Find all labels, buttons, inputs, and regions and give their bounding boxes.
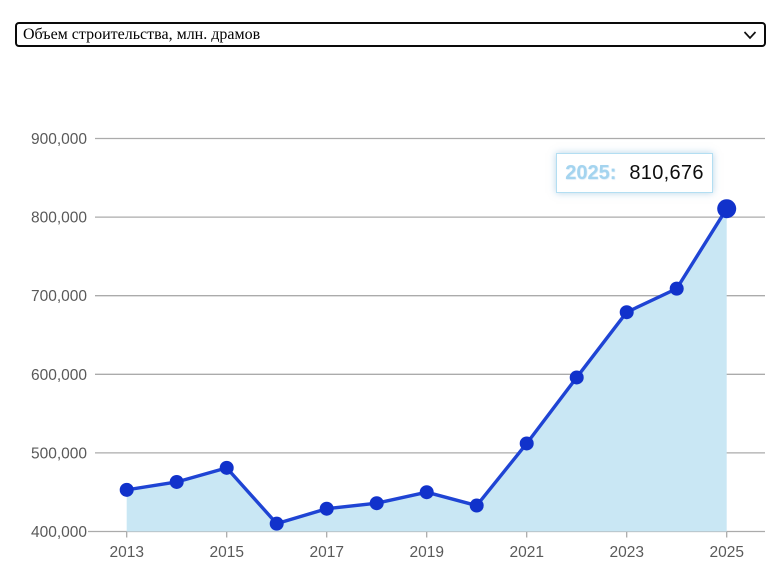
x-axis-tick-label: 2021 [509,544,543,561]
tooltip-value: 810,676 [629,161,704,184]
metric-select[interactable]: Объем строительства, млн. драмов [15,22,766,47]
x-axis-tick-label: 2023 [609,544,643,561]
x-axis-tick-label: 2013 [109,544,143,561]
data-point[interactable] [169,474,184,489]
y-axis-tick-label: 800,000 [31,210,87,227]
data-point-highlighted[interactable] [717,199,737,219]
data-point[interactable] [469,498,484,513]
data-point[interactable] [119,482,134,497]
tooltip-year-label: 2025: [565,161,617,184]
y-axis-tick-label: 500,000 [31,445,87,462]
data-point[interactable] [619,305,634,320]
data-point[interactable] [669,281,684,296]
x-axis-tick-label: 2025 [709,544,743,561]
area-fill [126,208,727,532]
data-point[interactable] [519,436,534,451]
data-point[interactable] [569,370,584,385]
data-point[interactable] [419,485,434,500]
y-axis-tick-label: 700,000 [31,288,87,305]
x-axis-tick-label: 2015 [209,544,243,561]
y-axis-tick-label: 900,000 [31,131,87,148]
metric-select-wrap: Объем строительства, млн. драмов [15,22,766,47]
data-point[interactable] [269,516,284,531]
x-axis-tick-label: 2017 [309,544,343,561]
data-point[interactable] [319,501,334,516]
data-point[interactable] [219,460,234,475]
y-axis-tick-label: 400,000 [31,524,87,541]
tooltip: 2025: 810,676 [556,153,713,193]
y-axis-tick-label: 600,000 [31,367,87,384]
x-axis-tick-label: 2019 [409,544,443,561]
data-point[interactable] [369,496,384,511]
